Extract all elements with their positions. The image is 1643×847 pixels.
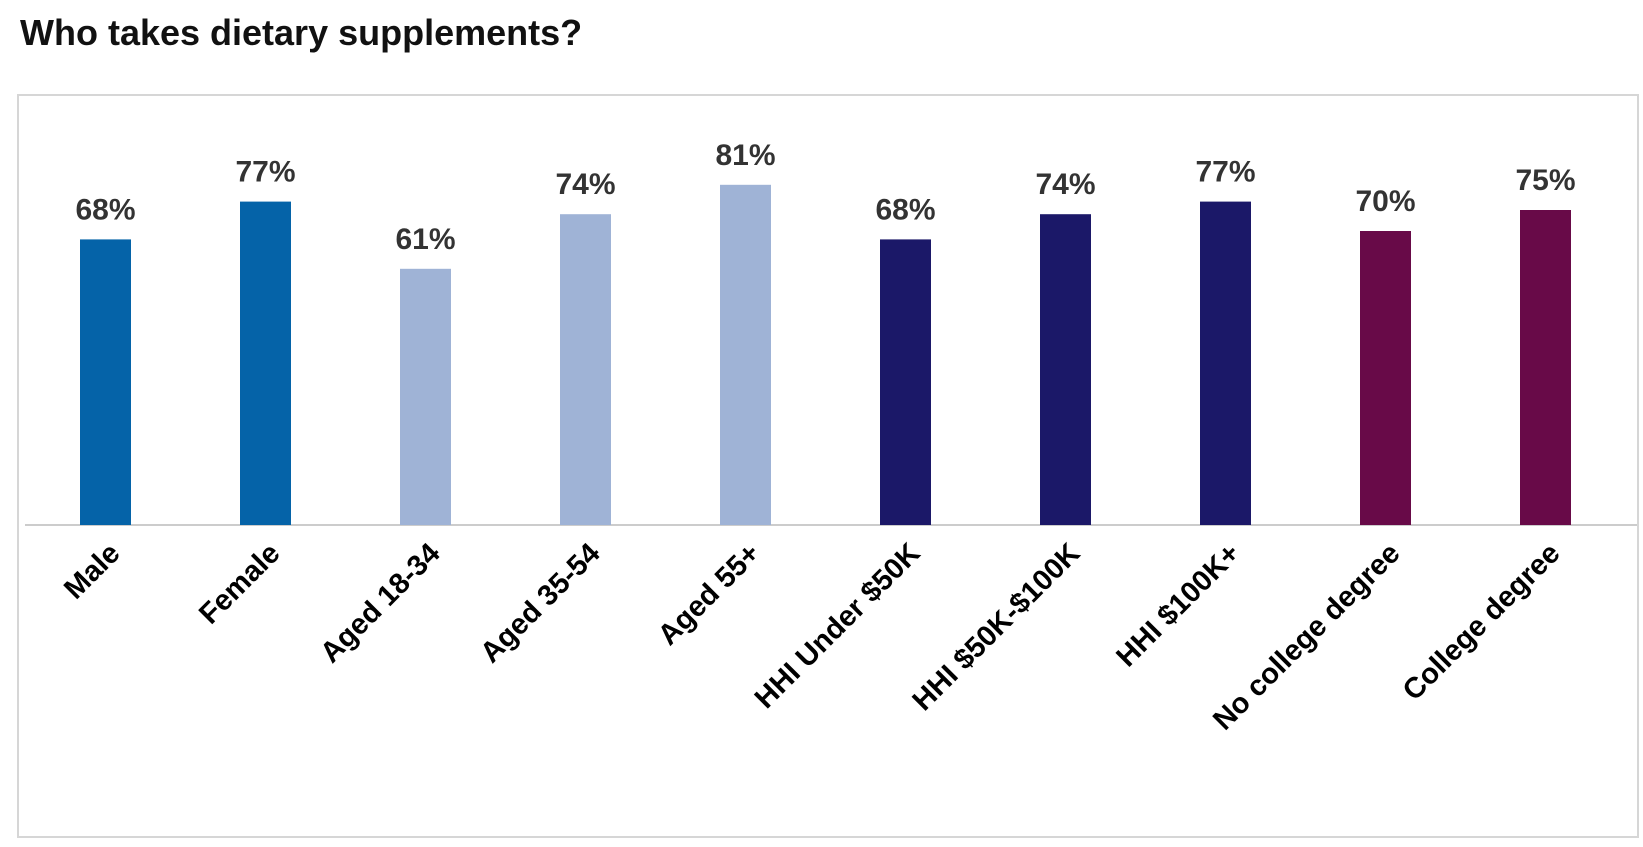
bar-7: [1200, 201, 1251, 525]
category-label-9: College degree: [1397, 537, 1567, 707]
bar-5: [880, 239, 931, 525]
category-label-5: HHI Under $50K: [749, 537, 927, 715]
category-label-7: HHI $100K+: [1110, 537, 1246, 673]
bar-6: [1040, 214, 1091, 525]
data-label-7: 77%: [1195, 156, 1255, 189]
category-label-4: Aged 55+: [652, 537, 766, 651]
chart-title: Who takes dietary supplements?: [20, 12, 583, 53]
bar-8: [1360, 231, 1411, 525]
bar-0: [80, 239, 131, 525]
bar-3: [560, 214, 611, 525]
category-label-0: Male: [58, 537, 126, 605]
category-label-1: Female: [193, 537, 286, 630]
data-label-3: 74%: [555, 168, 615, 201]
data-label-2: 61%: [395, 223, 455, 256]
bar-1: [240, 201, 291, 525]
data-label-1: 77%: [235, 156, 295, 189]
category-label-3: Aged 35-54: [474, 537, 606, 669]
data-label-9: 75%: [1515, 164, 1575, 197]
data-label-4: 81%: [715, 139, 775, 172]
bar-9: [1520, 210, 1571, 525]
category-label-2: Aged 18-34: [314, 537, 446, 669]
chart-frame: [17, 94, 1639, 838]
bar-4: [720, 184, 771, 526]
category-label-6: HHI $50K-$100K: [907, 537, 1087, 717]
data-label-5: 68%: [875, 193, 935, 226]
bar-2: [400, 268, 451, 525]
data-label-6: 74%: [1035, 168, 1095, 201]
data-label-8: 70%: [1355, 185, 1415, 218]
data-label-0: 68%: [75, 193, 135, 226]
